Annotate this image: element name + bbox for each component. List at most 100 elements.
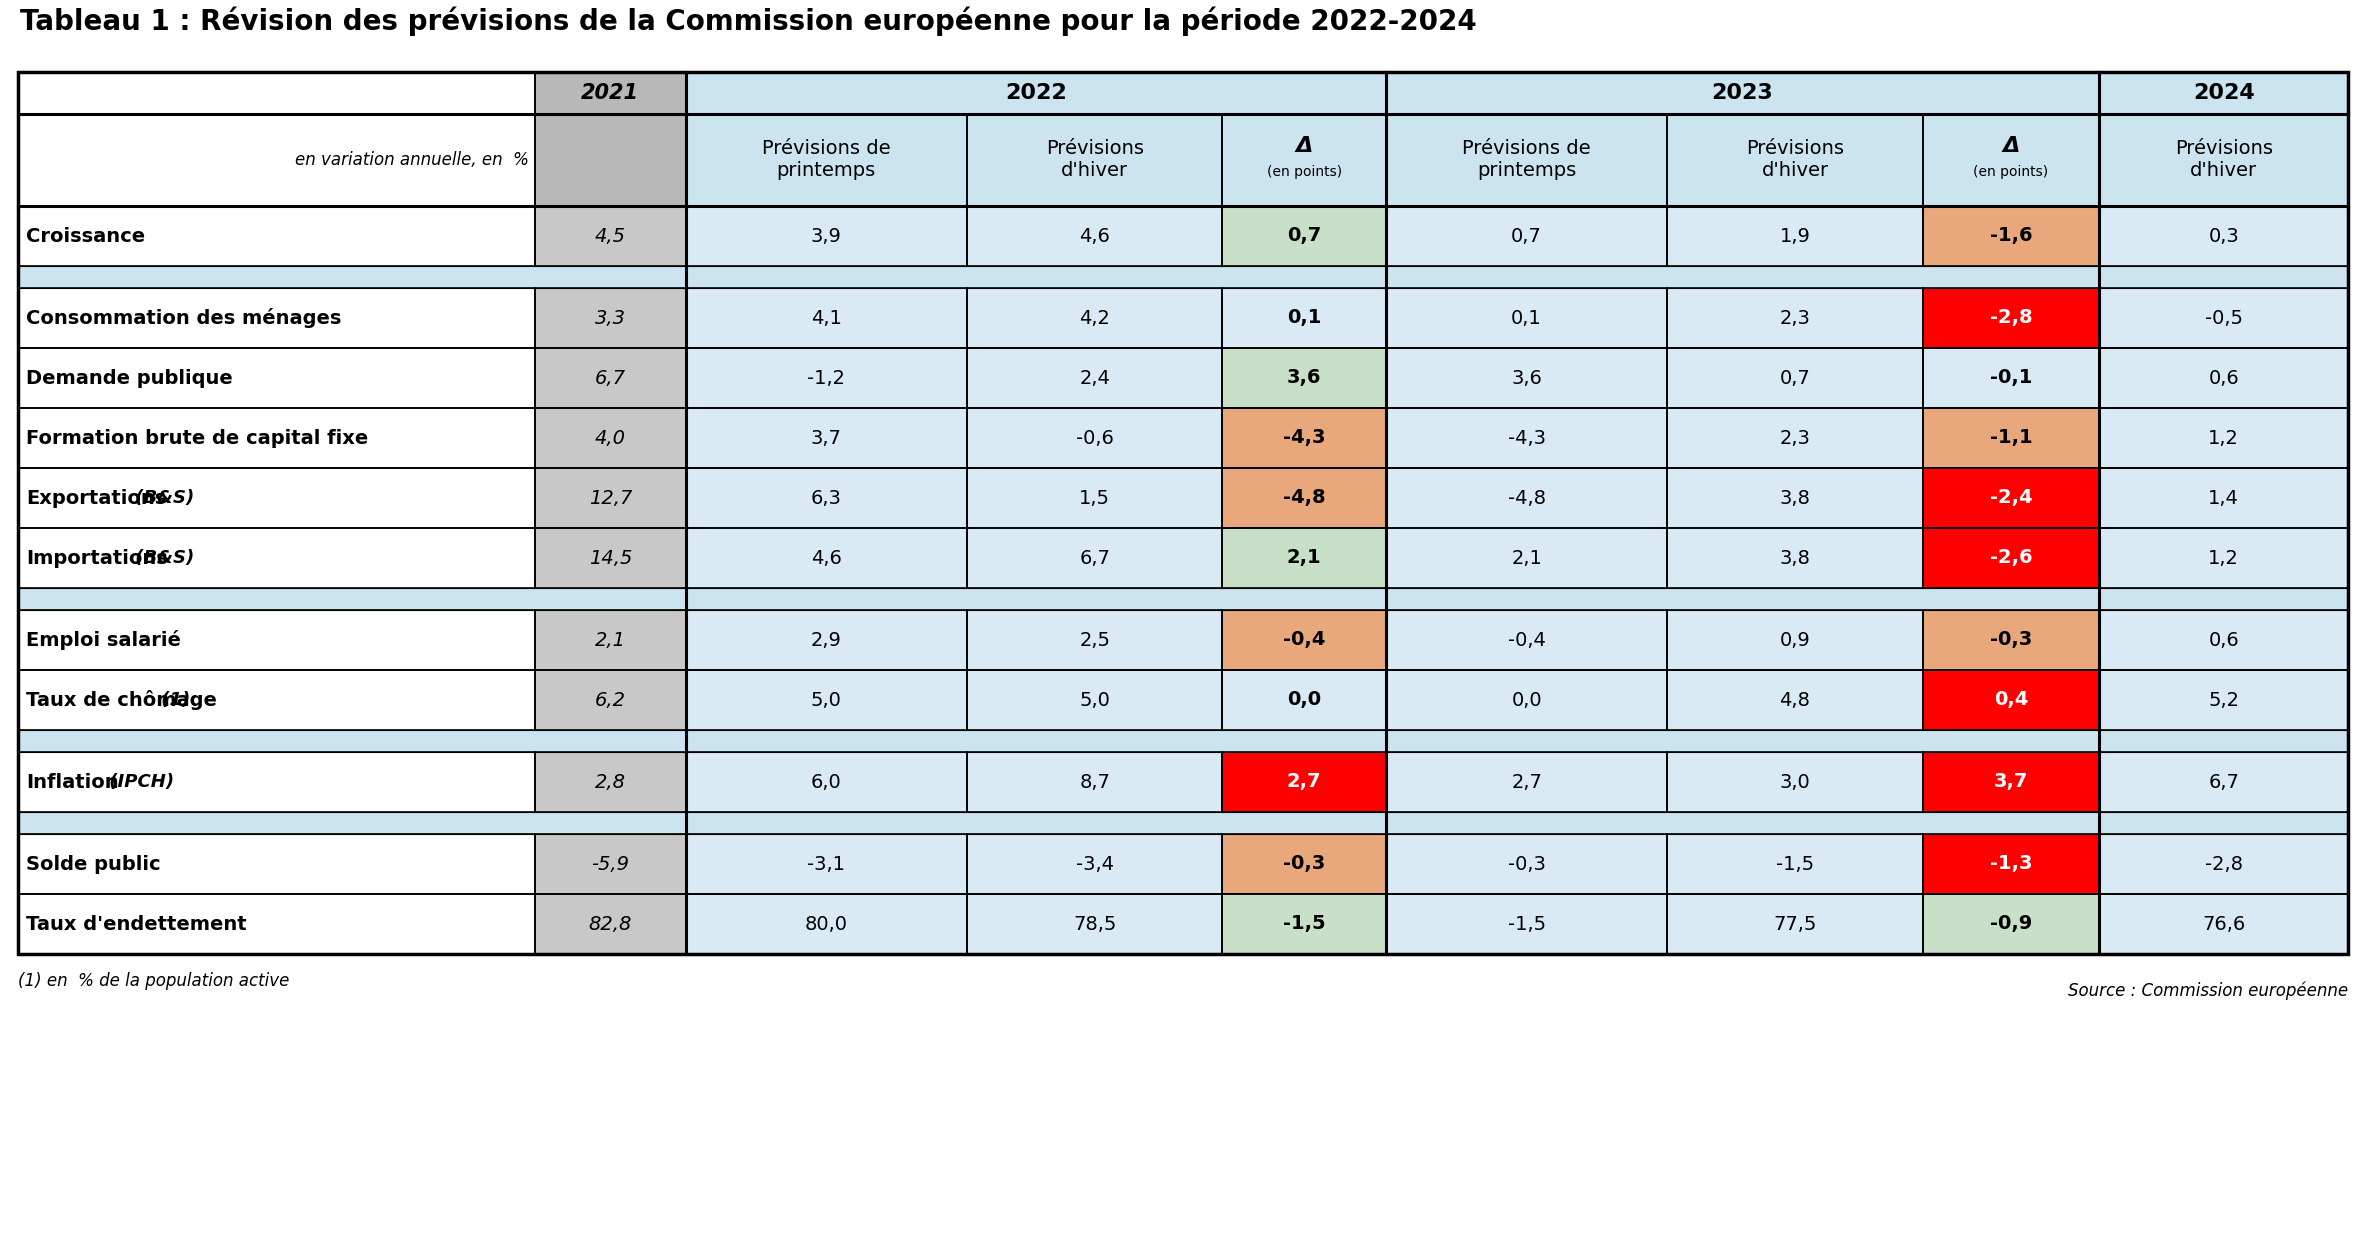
Bar [685, 753, 966, 812]
Bar [685, 348, 966, 408]
Bar [966, 833, 1221, 894]
Text: Prévisions
d'hiver: Prévisions d'hiver [2175, 139, 2272, 180]
Text: 0,9: 0,9 [1779, 631, 1809, 649]
Text: (B&S): (B&S) [130, 489, 194, 508]
Bar [1668, 753, 1923, 812]
Bar [19, 671, 536, 730]
Text: en variation annuelle, en  %: en variation annuelle, en % [295, 151, 529, 169]
Bar [1923, 207, 2100, 266]
Bar [1221, 289, 1386, 348]
Bar [1923, 348, 2100, 408]
Bar [1923, 833, 2100, 894]
Bar [966, 833, 1221, 894]
Text: 3,9: 3,9 [810, 226, 841, 245]
Bar [966, 207, 1221, 266]
Text: 2023: 2023 [1712, 83, 1774, 103]
Bar [2100, 408, 2348, 468]
Bar [536, 753, 685, 812]
Bar [2100, 833, 2348, 894]
Text: Prévisions
d'hiver: Prévisions d'hiver [1746, 139, 1845, 180]
Text: -1,5: -1,5 [1283, 914, 1325, 933]
Bar [1221, 114, 1386, 207]
Bar [1386, 408, 1668, 468]
Bar [2100, 114, 2348, 207]
Bar [1923, 289, 2100, 348]
Bar [1221, 527, 1386, 588]
Bar [2100, 753, 2348, 812]
Bar [1668, 289, 1923, 348]
Bar [1668, 348, 1923, 408]
Bar [536, 894, 685, 954]
Bar [1221, 894, 1386, 954]
Bar [1923, 408, 2100, 468]
Bar [685, 348, 966, 408]
Bar [19, 289, 536, 348]
Text: 4,0: 4,0 [595, 428, 626, 448]
Bar [1386, 527, 1668, 588]
Text: -2,6: -2,6 [1989, 549, 2031, 567]
Bar [1386, 72, 2100, 114]
Text: (IPCH): (IPCH) [104, 773, 175, 791]
Bar [19, 753, 536, 812]
Bar [536, 114, 685, 207]
Bar [19, 114, 536, 207]
Bar [19, 408, 536, 468]
Bar [1386, 671, 1668, 730]
Bar [2100, 207, 2348, 266]
Bar [19, 610, 536, 671]
Bar [2100, 753, 2348, 812]
Text: 1,5: 1,5 [1079, 489, 1110, 508]
Bar [1221, 833, 1386, 894]
Text: Inflation: Inflation [26, 773, 118, 791]
Bar [1386, 207, 1668, 266]
Bar [1923, 671, 2100, 730]
Text: Solde public: Solde public [26, 855, 161, 873]
Text: -0,6: -0,6 [1075, 428, 1113, 448]
Text: -0,1: -0,1 [1989, 368, 2031, 387]
Bar [1923, 527, 2100, 588]
Bar [1923, 610, 2100, 671]
Text: 0,6: 0,6 [2208, 631, 2239, 649]
Text: 3,6: 3,6 [1512, 368, 1542, 387]
Bar [19, 348, 536, 408]
Bar [1923, 408, 2100, 468]
Text: -2,8: -2,8 [1989, 309, 2031, 327]
Bar [2100, 610, 2348, 671]
Text: -1,5: -1,5 [1776, 855, 1814, 873]
Bar [536, 348, 685, 408]
Bar [2100, 289, 2348, 348]
Text: Exportations: Exportations [26, 489, 165, 508]
Bar [1668, 671, 1923, 730]
Bar [1668, 753, 1923, 812]
Text: -1,3: -1,3 [1989, 855, 2031, 873]
Bar [2100, 894, 2348, 954]
Bar [685, 207, 966, 266]
Text: 2021: 2021 [581, 83, 640, 103]
Bar [19, 72, 2348, 954]
Bar [1668, 671, 1923, 730]
Bar [536, 833, 685, 894]
Text: -2,8: -2,8 [2204, 855, 2242, 873]
Bar [1221, 207, 1386, 266]
Text: Prévisions de
printemps: Prévisions de printemps [1462, 139, 1592, 180]
Bar [19, 72, 536, 114]
Text: 4,6: 4,6 [810, 549, 841, 567]
Bar [1668, 207, 1923, 266]
Bar [966, 207, 1221, 266]
Text: 77,5: 77,5 [1774, 914, 1816, 933]
Bar [2100, 348, 2348, 408]
Bar [19, 527, 536, 588]
Text: 2,8: 2,8 [595, 773, 626, 791]
Bar [1923, 894, 2100, 954]
Bar [19, 408, 536, 468]
Text: Formation brute de capital fixe: Formation brute de capital fixe [26, 428, 368, 448]
Bar [19, 207, 536, 266]
Text: -0,4: -0,4 [1283, 631, 1325, 649]
Bar [1668, 348, 1923, 408]
Bar [966, 348, 1221, 408]
Bar [685, 753, 966, 812]
Bar [966, 527, 1221, 588]
Text: 0,7: 0,7 [1287, 226, 1320, 245]
Bar [536, 894, 685, 954]
Bar [685, 408, 966, 468]
